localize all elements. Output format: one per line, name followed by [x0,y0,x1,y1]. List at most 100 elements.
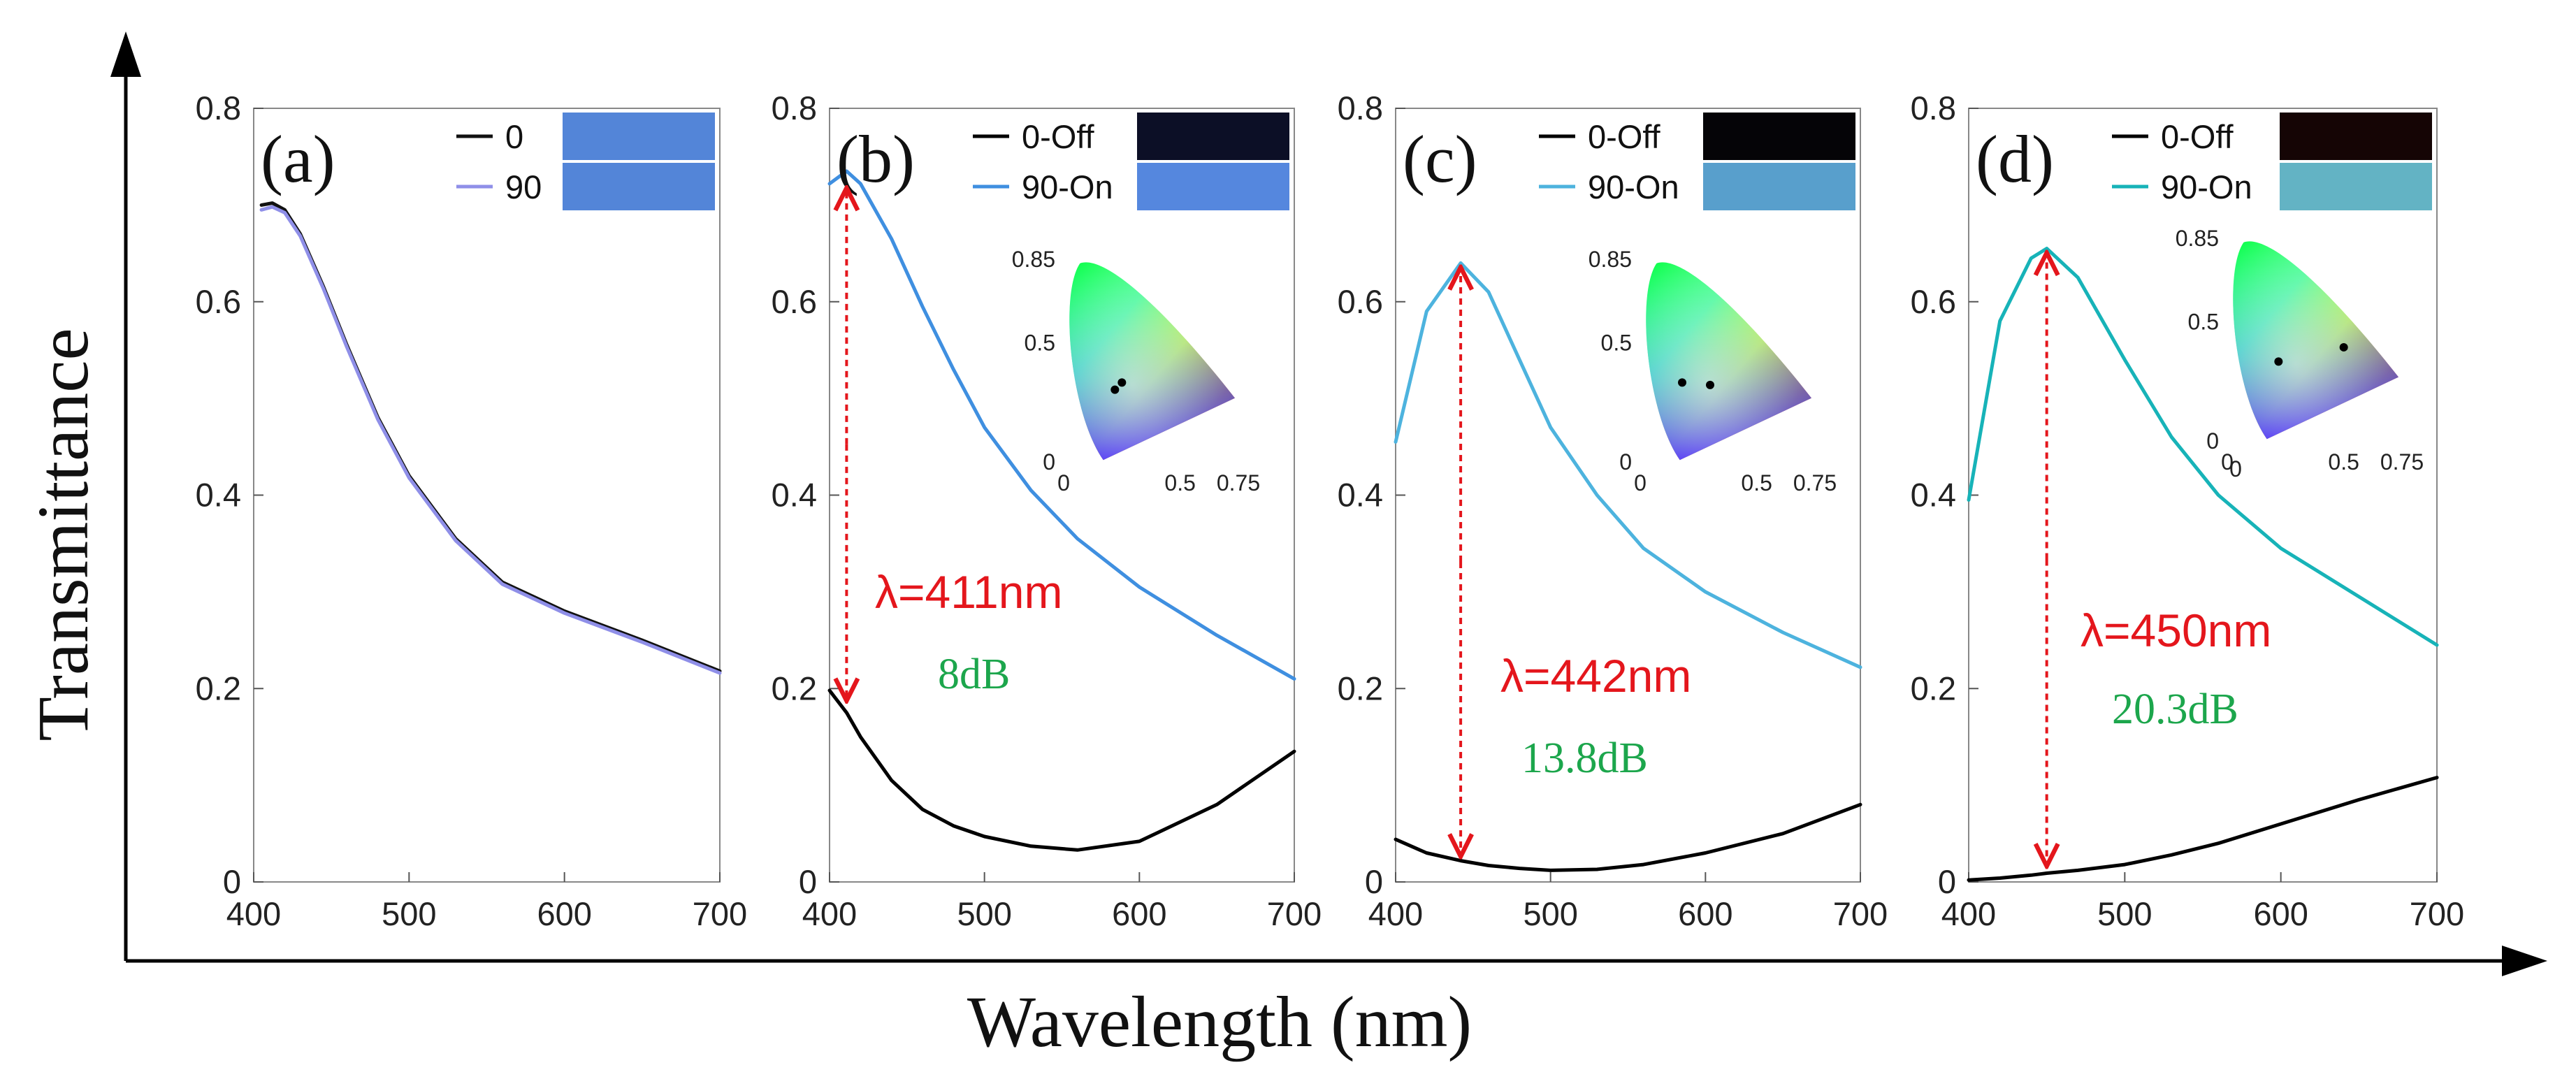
x-tick-label: 600 [1112,895,1166,932]
y-tick-label: 0 [1365,863,1383,900]
inset-x-tick-label: 0 [2221,449,2234,475]
legend-swatch [1703,113,1855,160]
series-line-0 [259,201,722,673]
cie-white-point-glow [2233,241,2398,440]
x-tick-label: 500 [2097,895,2152,932]
legend-swatch [1137,113,1289,160]
x-tick-label: 700 [2410,895,2464,932]
y-tick-label: 0 [799,863,817,900]
y-tick-label: 0.6 [772,283,817,320]
legend-label: 0 [505,118,523,155]
cie-inset: 0 0.5 0.75 0 0.5 0.85 0 [2176,226,2424,482]
legend-swatch [563,163,715,210]
y-tick-label: 0.4 [196,477,241,514]
legend-swatch [2280,113,2432,160]
inset-x-tick-label: 0.75 [1217,470,1260,495]
inset-y-tick-label: 0.85 [1012,247,1055,272]
x-tick-label: 700 [1833,895,1888,932]
inset-x-tick-label: 0.5 [1741,470,1772,495]
cie-white-point-glow [1069,262,1235,461]
y-tick-label: 0.4 [1911,477,1956,514]
series-line-90-on [827,169,1296,681]
series-line-90 [259,205,722,675]
inset-chromaticity-point [1117,378,1127,387]
y-tick-label: 0.8 [196,89,241,126]
panel-c: 0 0.2 0.4 0.6 0.8 400 500 600 700 (c) 0-Off 90-On λ=… [1338,89,1888,932]
y-tick-label: 0.2 [1911,669,1956,707]
series-line-0-off [1967,776,2439,882]
inset-x-tick-label: 0 [1634,470,1647,495]
legend-swatch [1137,163,1289,210]
inset-x-tick-label: 0.75 [1793,470,1837,495]
panel-b: 0 0.2 0.4 0.6 0.8 400 500 600 700 (b) 0-Off 90-On λ=… [772,89,1322,932]
figure-x-arrowhead [2502,946,2547,976]
inset-y-tick-label: 0.5 [1025,330,1055,355]
inset-x-tick-label: 0.5 [1164,470,1195,495]
plot-frame [1968,108,2438,883]
y-tick-label: 0.8 [772,89,817,126]
legend-label: 0-Off [1022,118,1095,155]
y-axis-title: Transmittance [23,328,103,741]
panel-label: (d) [1976,122,2054,196]
panel-label: (b) [837,122,915,196]
inset-chromaticity-point [1678,378,1686,387]
y-tick-label: 0.6 [196,283,241,320]
annotation-wavelength: λ=411nm [875,566,1062,618]
inset-chromaticity-point [1110,385,1120,394]
inset-y-tick-label: 0 [2206,428,2219,454]
annotation-contrast: 8dB [938,651,1010,698]
inset-chromaticity-point [2274,357,2283,366]
inset-extra-tick-label: 0 [2229,456,2242,482]
x-tick-label: 500 [957,895,1011,932]
inset-y-tick-label: 0.5 [1601,330,1632,355]
x-axis-title: Wavelength (nm) [967,982,1472,1062]
annotation-contrast: 20.3dB [2112,686,2238,733]
inset-y-tick-label: 0.85 [1589,247,1632,272]
legend-label: 0-Off [2161,118,2234,155]
x-tick-label: 400 [1941,895,1996,932]
x-tick-label: 400 [1368,895,1423,932]
series-line-0-off [827,688,1296,852]
x-tick-label: 600 [2253,895,2308,932]
panel-label: (a) [261,122,335,196]
series-line-90-on [1967,247,2439,647]
legend-label: 90 [505,168,542,205]
inset-x-tick-label: 0.5 [2328,449,2359,475]
y-tick-label: 0.2 [1338,669,1383,707]
panel-d: 0 0.2 0.4 0.6 0.8 400 500 600 700 (d) 0-Off 90-On λ=… [1911,89,2465,932]
legend-label: 90-On [1588,168,1679,205]
y-tick-label: 0.4 [1338,477,1383,514]
panel-a: 0 0.2 0.4 0.6 0.8 400 500 600 700 (a) 0 90 [196,89,748,932]
legend-swatch [2280,163,2432,210]
cie-inset: 0 0.5 0.75 0 0.5 0.85 [1589,247,1837,495]
cie-inset: 0 0.5 0.75 0 0.5 0.85 [1012,247,1260,495]
x-tick-label: 500 [1523,895,1577,932]
inset-y-tick-label: 0 [1619,449,1632,475]
figure-y-arrowhead [110,31,141,77]
y-tick-label: 0.8 [1338,89,1383,126]
legend-swatch [563,113,715,160]
series-line-0-off [1394,802,1862,872]
annotation-wavelength: λ=442nm [1500,650,1691,702]
x-tick-label: 400 [802,895,857,932]
legend-swatch [1703,163,1855,210]
legend-label: 0-Off [1588,118,1661,155]
y-tick-label: 0.2 [196,669,241,707]
panels: 0 0.2 0.4 0.6 0.8 400 500 600 700 (a) 0 90 0 0.2 0.4 0.… [196,89,2465,932]
y-tick-label: 0.6 [1911,283,1956,320]
inset-chromaticity-point [1706,380,1714,389]
y-tick-label: 0.4 [772,477,817,514]
y-tick-label: 0.2 [772,669,817,707]
y-tick-label: 0.6 [1338,283,1383,320]
y-tick-label: 0 [223,863,241,900]
inset-x-tick-label: 0 [1057,470,1070,495]
y-tick-label: 0.8 [1911,89,1956,126]
panel-label: (c) [1403,122,1477,196]
x-tick-label: 600 [537,895,591,932]
inset-y-tick-label: 0.5 [2188,309,2219,334]
inset-x-tick-label: 0.75 [2380,449,2424,475]
inset-y-tick-label: 0.85 [2176,226,2219,251]
x-tick-label: 500 [382,895,436,932]
x-tick-label: 600 [1678,895,1732,932]
